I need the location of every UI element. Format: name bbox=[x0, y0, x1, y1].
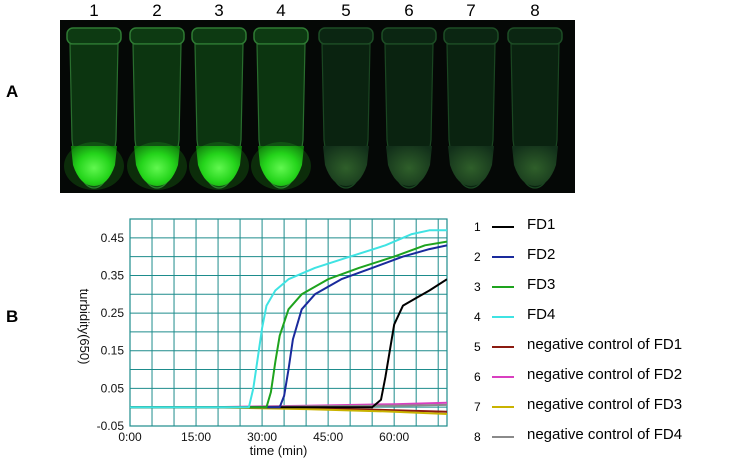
panel-a-label: A bbox=[6, 82, 19, 101]
legend-swatch bbox=[492, 346, 514, 348]
series-line-fd3 bbox=[130, 240, 447, 409]
legend-number: 5 bbox=[474, 340, 481, 354]
legend-item: 1 FD1 bbox=[470, 216, 730, 236]
x-tick-label: 15:00 bbox=[181, 430, 211, 444]
tube-photo-svg bbox=[64, 27, 563, 190]
legend-swatch bbox=[492, 286, 514, 288]
x-tick-label: 45:00 bbox=[313, 430, 343, 444]
panel-b-label: B bbox=[6, 307, 19, 326]
pcr-tube bbox=[507, 27, 563, 189]
legend-item: 7 negative control of FD3 bbox=[470, 396, 730, 416]
pcr-tube bbox=[189, 27, 249, 190]
legend-label: negative control of FD1 bbox=[527, 336, 683, 353]
legend-item: 2 FD2 bbox=[470, 246, 730, 266]
y-tick-label: 0.05 bbox=[101, 381, 125, 395]
tube-number: 1 bbox=[89, 1, 99, 20]
y-tick-label: 0.15 bbox=[101, 344, 125, 358]
pcr-tube bbox=[64, 27, 124, 190]
legend-label: FD2 bbox=[527, 246, 556, 263]
chart-grid bbox=[129, 218, 447, 427]
y-tick-label: 0.25 bbox=[101, 306, 125, 320]
tube-number: 5 bbox=[341, 1, 351, 20]
tube-number: 3 bbox=[214, 1, 224, 20]
turbidity-chart: 0:00 15:00 30:00 45:00 60:00 -0.05 0.05 0.15 0.2… bbox=[77, 218, 448, 458]
x-axis-label: time (min) bbox=[250, 443, 308, 458]
y-axis-label: turbidity(650) bbox=[77, 289, 92, 365]
legend-item: 8 negative control of FD4 bbox=[470, 426, 730, 446]
chart-legend: 1 FD1 2 FD2 3 FD3 4 FD4 5 negative control of FD1… bbox=[470, 212, 730, 474]
legend-swatch bbox=[492, 316, 514, 318]
y-tick-label: 0.45 bbox=[101, 231, 125, 245]
legend-label: FD3 bbox=[527, 276, 556, 293]
tube-photo bbox=[60, 20, 575, 193]
legend-number: 3 bbox=[474, 280, 481, 294]
y-tick-label: -0.05 bbox=[97, 419, 125, 433]
series-group bbox=[130, 229, 447, 415]
tube-number: 7 bbox=[466, 1, 476, 20]
legend-number: 8 bbox=[474, 430, 481, 444]
series-line-fd4 bbox=[130, 229, 447, 409]
x-tick-label: 30:00 bbox=[247, 430, 277, 444]
series-line-fd2 bbox=[130, 244, 447, 409]
legend-label: negative control of FD3 bbox=[527, 396, 683, 413]
tube-number: 6 bbox=[404, 1, 414, 20]
x-tick-label: 0:00 bbox=[118, 430, 142, 444]
legend-number: 7 bbox=[474, 400, 481, 414]
legend-swatch bbox=[492, 406, 514, 408]
legend-item: 6 negative control of FD2 bbox=[470, 366, 730, 386]
pcr-tube bbox=[381, 27, 437, 189]
tube-number-row: 1 2 3 4 5 6 7 8 bbox=[60, 0, 575, 20]
y-tick-label: 0.35 bbox=[101, 268, 125, 282]
legend-swatch bbox=[492, 256, 514, 258]
legend-number: 6 bbox=[474, 370, 481, 384]
pcr-tube bbox=[251, 27, 311, 190]
legend-swatch bbox=[492, 226, 514, 228]
legend-item: 4 FD4 bbox=[470, 306, 730, 326]
plot-frame bbox=[129, 218, 448, 427]
pcr-tube bbox=[318, 27, 374, 189]
tube-number: 2 bbox=[152, 1, 162, 20]
legend-swatch bbox=[492, 376, 514, 378]
legend-label: negative control of FD2 bbox=[527, 366, 683, 383]
legend-number: 4 bbox=[474, 310, 481, 324]
tube-number: 8 bbox=[530, 1, 540, 20]
legend-item: 3 FD3 bbox=[470, 276, 730, 296]
legend-label: negative control of FD4 bbox=[527, 426, 683, 443]
legend-swatch bbox=[492, 436, 514, 438]
pcr-tube bbox=[127, 27, 187, 190]
legend-number: 1 bbox=[474, 220, 481, 234]
legend-label: FD4 bbox=[527, 306, 556, 323]
tube-number: 4 bbox=[276, 1, 286, 20]
legend-label: FD1 bbox=[527, 216, 556, 233]
legend-number: 2 bbox=[474, 250, 481, 264]
series-line-fd1 bbox=[130, 278, 447, 409]
x-tick-label: 60:00 bbox=[379, 430, 409, 444]
pcr-tube bbox=[443, 27, 499, 189]
legend-item: 5 negative control of FD1 bbox=[470, 336, 730, 356]
